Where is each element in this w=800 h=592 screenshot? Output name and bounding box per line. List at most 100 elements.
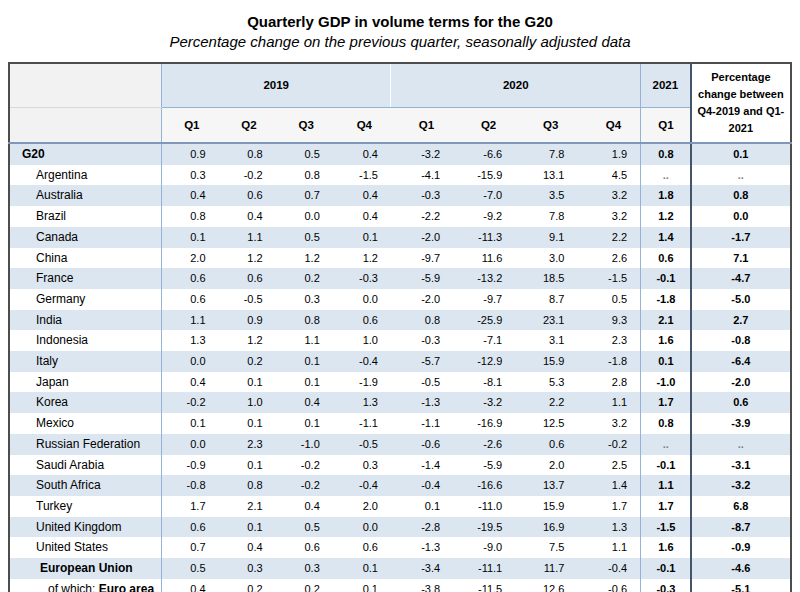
value-cell: 13.7 [515,475,577,496]
value-cell: 0.7 [161,537,218,558]
value-cell: 0.1 [219,455,276,476]
table-row: Italy0.00.20.1-0.4-5.7-12.915.9-1.80.1-6… [9,351,791,372]
table-row: Argentina0.3-0.20.8-1.5-4.1-15.913.14.5.… [9,165,791,186]
table-row: Indonesia1.31.21.11.0-0.3-7.13.12.31.6-0… [9,330,791,351]
value-cell: 0.4 [219,537,276,558]
value-cell: 1.9 [577,143,640,165]
value-cell: -0.2 [577,434,640,455]
table-row: Korea-0.21.00.41.3-1.3-3.22.21.11.70.6 [9,392,791,413]
value-cell: 1.6 [641,537,691,558]
value-cell: 0.4 [333,143,391,165]
quarter-header: Q3 [515,107,577,143]
value-cell: 0.6 [515,434,577,455]
value-cell: 1.7 [161,496,218,517]
value-cell: 0.1 [219,413,276,434]
value-cell: -2.8 [391,517,453,538]
value-cell: -3.2 [453,392,515,413]
pct-change-cell: -0.9 [691,537,791,558]
value-cell: 2.1 [219,496,276,517]
value-cell: 7.8 [515,206,577,227]
pct-change-cell: -2.0 [691,372,791,393]
value-cell: 0.5 [161,558,218,579]
value-cell: 0.8 [641,143,691,165]
year-header-2021: 2021 [641,63,691,107]
value-cell: 0.0 [161,434,218,455]
value-cell: 0.1 [391,496,453,517]
value-cell: -16.6 [453,475,515,496]
value-cell: 1.1 [219,227,276,248]
value-cell: -5.9 [391,268,453,289]
value-cell: 11.7 [515,558,577,579]
value-cell: 0.6 [219,185,276,206]
value-cell: 0.1 [219,372,276,393]
value-cell: 1.7 [577,496,640,517]
value-cell: -11.3 [453,227,515,248]
value-cell: -11.0 [453,496,515,517]
value-cell: 1.3 [333,392,391,413]
value-cell: .. [641,434,691,455]
value-cell: -0.4 [333,475,391,496]
value-cell: 3.2 [577,206,640,227]
value-cell: 0.1 [333,558,391,579]
value-cell: -15.9 [453,165,515,186]
value-cell: -0.5 [391,372,453,393]
value-cell: .. [641,165,691,186]
value-cell: 16.9 [515,517,577,538]
value-cell: -3.8 [391,579,453,592]
row-label: Indonesia [9,330,161,351]
value-cell: 1.1 [577,392,640,413]
value-cell: -3.2 [391,143,453,165]
page: Quarterly GDP in volume terms for the G2… [0,0,800,592]
value-cell: 1.7 [641,496,691,517]
value-cell: -0.1 [641,558,691,579]
pct-change-cell: -5.0 [691,289,791,310]
value-cell: -1.1 [391,413,453,434]
pct-change-cell: .. [691,434,791,455]
row-label: Germany [9,289,161,310]
value-cell: 1.4 [641,227,691,248]
value-cell: 11.6 [453,248,515,269]
table-row: Australia0.40.60.70.4-0.3-7.03.53.21.80.… [9,185,791,206]
value-cell: -11.5 [453,579,515,592]
quarter-header: Q4 [577,107,640,143]
value-cell: 1.6 [641,330,691,351]
value-cell: 1.7 [641,392,691,413]
value-cell: -13.2 [453,268,515,289]
corner-cell [9,107,161,143]
pct-change-cell: -3.9 [691,413,791,434]
value-cell: 0.8 [219,475,276,496]
value-cell: 23.1 [515,310,577,331]
row-label: South Africa [9,475,161,496]
value-cell: 2.0 [333,496,391,517]
value-cell: 2.3 [577,330,640,351]
value-cell: 0.5 [276,227,333,248]
value-cell: 0.0 [333,517,391,538]
value-cell: -5.7 [391,351,453,372]
quarter-header: Q1 [641,107,691,143]
gdp-table: 201920202021Percentage change between Q4… [8,62,792,592]
quarter-header: Q3 [276,107,333,143]
value-cell: 4.5 [577,165,640,186]
value-cell: -0.4 [333,351,391,372]
value-cell: -0.2 [276,475,333,496]
value-cell: 3.0 [515,248,577,269]
value-cell: -1.5 [641,517,691,538]
value-cell: -9.7 [391,248,453,269]
year-header-2019: 2019 [161,63,391,107]
value-cell: -9.0 [453,537,515,558]
quarter-header: Q2 [453,107,515,143]
row-label: France [9,268,161,289]
value-cell: -1.8 [577,351,640,372]
value-cell: 1.1 [641,475,691,496]
row-label: Saudi Arabia [9,455,161,476]
pct-change-cell: -3.1 [691,455,791,476]
value-cell: 0.8 [641,413,691,434]
value-cell: -0.6 [577,579,640,592]
value-cell: 0.3 [276,289,333,310]
value-cell: 0.3 [161,165,218,186]
value-cell: 7.5 [515,537,577,558]
value-cell: 0.1 [276,372,333,393]
row-label: Italy [9,351,161,372]
value-cell: 0.6 [333,310,391,331]
table-row: G200.90.80.50.4-3.2-6.67.81.90.80.1 [9,143,791,165]
